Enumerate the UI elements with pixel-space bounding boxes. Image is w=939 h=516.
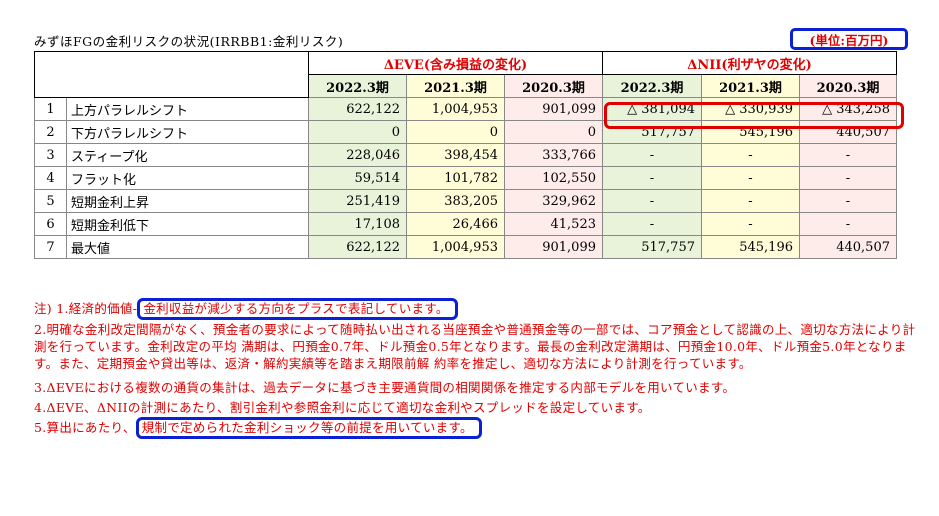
- note-1-text: 注) 1.経済的価値-: [34, 301, 137, 316]
- note-5-highlight: 規制で定められた金利ショック等の前提を用いています。: [136, 417, 482, 439]
- row-number: 6: [35, 213, 67, 236]
- table-row: 3スティープ化228,046398,454333,766---: [35, 144, 897, 167]
- value-cell: 101,782: [407, 167, 505, 190]
- table-row: 5短期金利上昇251,419383,205329,962---: [35, 190, 897, 213]
- value-cell: 901,099: [505, 98, 603, 121]
- note-1-highlight: 金利収益が減少する方向をプラスで表記しています。: [137, 298, 457, 320]
- scenario-label: フラット化: [67, 167, 309, 190]
- value-cell: -: [702, 167, 800, 190]
- value-cell: -: [603, 213, 702, 236]
- value-cell: -: [800, 190, 897, 213]
- value-cell: 26,466: [407, 213, 505, 236]
- value-cell: 41,523: [505, 213, 603, 236]
- value-cell: 440,507: [800, 236, 897, 259]
- value-cell: 1,004,953: [407, 98, 505, 121]
- value-cell: -: [702, 144, 800, 167]
- header-blank-cell: [35, 52, 309, 98]
- scenario-label: 下方パラレルシフト: [67, 121, 309, 144]
- table-row: 7最大値622,1221,004,953901,099517,757545,19…: [35, 236, 897, 259]
- row-number: 7: [35, 236, 67, 259]
- value-cell: -: [800, 213, 897, 236]
- header-eve: ΔEVE(含み損益の変化): [309, 52, 603, 75]
- value-cell: 901,099: [505, 236, 603, 259]
- value-cell: 517,757: [603, 236, 702, 259]
- value-cell: -: [702, 213, 800, 236]
- note-2: 2.明確な金利改定間隔がなく、預金者の要求によって随時払い出される当座預金や普通…: [34, 321, 924, 372]
- scenario-label: 短期金利上昇: [67, 190, 309, 213]
- scenario-label: スティープ化: [67, 144, 309, 167]
- table-row: 4フラット化59,514101,782102,550---: [35, 167, 897, 190]
- interest-rate-risk-table: ΔEVE(含み損益の変化) ΔNII(利ザヤの変化) 2022.3期 2021.…: [34, 51, 897, 259]
- note-1: 注) 1.経済的価値-金利収益が減少する方向をプラスで表記しています。: [34, 300, 924, 317]
- scenario-label: 短期金利低下: [67, 213, 309, 236]
- value-cell: 329,962: [505, 190, 603, 213]
- scenario-label: 上方パラレルシフト: [67, 98, 309, 121]
- value-cell: 0: [309, 121, 407, 144]
- note-5-text: 5.算出にあたり、: [34, 420, 136, 435]
- header-nii: ΔNII(利ザヤの変化): [603, 52, 897, 75]
- value-cell: 333,766: [505, 144, 603, 167]
- table-row: 6短期金利低下17,10826,46641,523---: [35, 213, 897, 236]
- value-cell: 1,004,953: [407, 236, 505, 259]
- table-title: みずほFGの金利リスクの状況(IRRBB1:金利リスク): [34, 31, 343, 50]
- period-header: 2021.3期: [407, 75, 505, 98]
- value-cell: 0: [505, 121, 603, 144]
- row-number: 4: [35, 167, 67, 190]
- note-5: 5.算出にあたり、規制で定められた金利ショック等の前提を用いています。: [34, 419, 924, 436]
- header-group-row: ΔEVE(含み損益の変化) ΔNII(利ザヤの変化): [35, 52, 897, 75]
- value-cell: 383,205: [407, 190, 505, 213]
- value-cell: 228,046: [309, 144, 407, 167]
- row-number: 2: [35, 121, 67, 144]
- highlight-box-nii-upward: [604, 102, 904, 129]
- period-header: 2020.3期: [505, 75, 603, 98]
- footnotes: 注) 1.経済的価値-金利収益が減少する方向をプラスで表記しています。 2.明確…: [34, 300, 924, 436]
- value-cell: -: [800, 167, 897, 190]
- scenario-label: 最大値: [67, 236, 309, 259]
- value-cell: -: [603, 190, 702, 213]
- note-3: 3.ΔEVEにおける複数の通貨の集計は、過去データに基づき主要通貨間の相関関係を…: [34, 379, 924, 396]
- value-cell: 17,108: [309, 213, 407, 236]
- value-cell: -: [702, 190, 800, 213]
- value-cell: 545,196: [702, 236, 800, 259]
- value-cell: 59,514: [309, 167, 407, 190]
- value-cell: -: [800, 144, 897, 167]
- period-header: 2022.3期: [309, 75, 407, 98]
- period-header: 2020.3期: [800, 75, 897, 98]
- value-cell: 622,122: [309, 236, 407, 259]
- value-cell: 398,454: [407, 144, 505, 167]
- value-cell: -: [603, 167, 702, 190]
- value-cell: 251,419: [309, 190, 407, 213]
- unit-label: (単位:百万円): [790, 28, 908, 50]
- value-cell: 0: [407, 121, 505, 144]
- row-number: 1: [35, 98, 67, 121]
- value-cell: 102,550: [505, 167, 603, 190]
- note-4: 4.ΔEVE、ΔNIIの計測にあたり、割引金利や参照金利に応じて適切な金利やスプ…: [34, 399, 924, 416]
- period-header: 2022.3期: [603, 75, 702, 98]
- row-number: 3: [35, 144, 67, 167]
- period-header: 2021.3期: [702, 75, 800, 98]
- value-cell: 622,122: [309, 98, 407, 121]
- value-cell: -: [603, 144, 702, 167]
- row-number: 5: [35, 190, 67, 213]
